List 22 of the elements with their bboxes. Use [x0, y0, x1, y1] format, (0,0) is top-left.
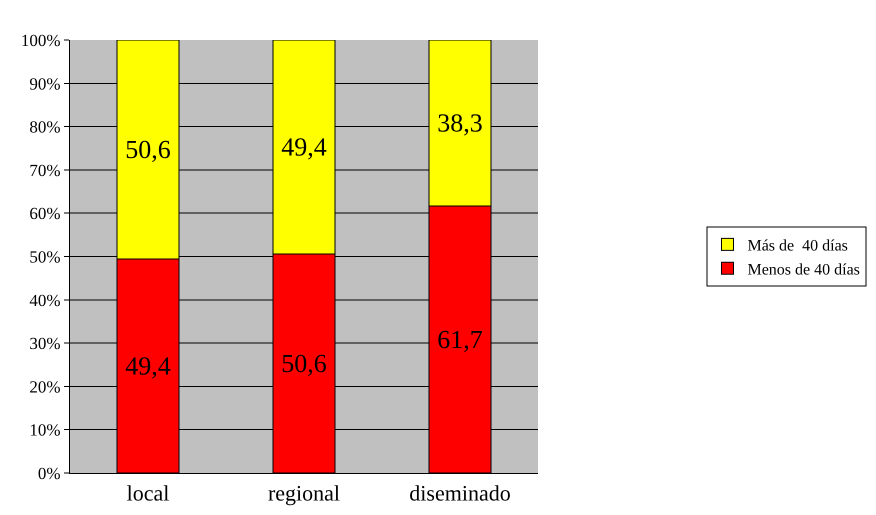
- data-label: 50,6: [281, 348, 327, 378]
- y-tick-label: 40%: [29, 290, 61, 310]
- y-tick-label: 10%: [29, 420, 61, 440]
- y-tick-label: 70%: [29, 160, 61, 180]
- y-tick-label: 20%: [29, 377, 61, 396]
- data-label: 49,4: [125, 352, 171, 381]
- data-label: 50,6: [125, 135, 171, 164]
- y-tick-label: 100%: [20, 30, 61, 50]
- x-tick-label: regional: [268, 480, 340, 506]
- data-label: 38,3: [437, 108, 483, 138]
- y-tick-label: 50%: [29, 247, 61, 266]
- legend-label: Más de 40 días: [747, 238, 848, 255]
- y-tick-label: 0%: [38, 464, 61, 483]
- y-tick-label: 30%: [29, 334, 61, 354]
- y-tick-label: 90%: [29, 74, 61, 94]
- data-label: 61,7: [437, 324, 483, 354]
- y-tick-label: 80%: [29, 118, 61, 137]
- x-tick-label: diseminado: [409, 480, 511, 506]
- legend-label: Menos de 40 días: [747, 261, 860, 278]
- x-tick-label: local: [126, 480, 170, 506]
- data-label: 49,4: [281, 132, 327, 162]
- y-tick-label: 60%: [29, 204, 61, 224]
